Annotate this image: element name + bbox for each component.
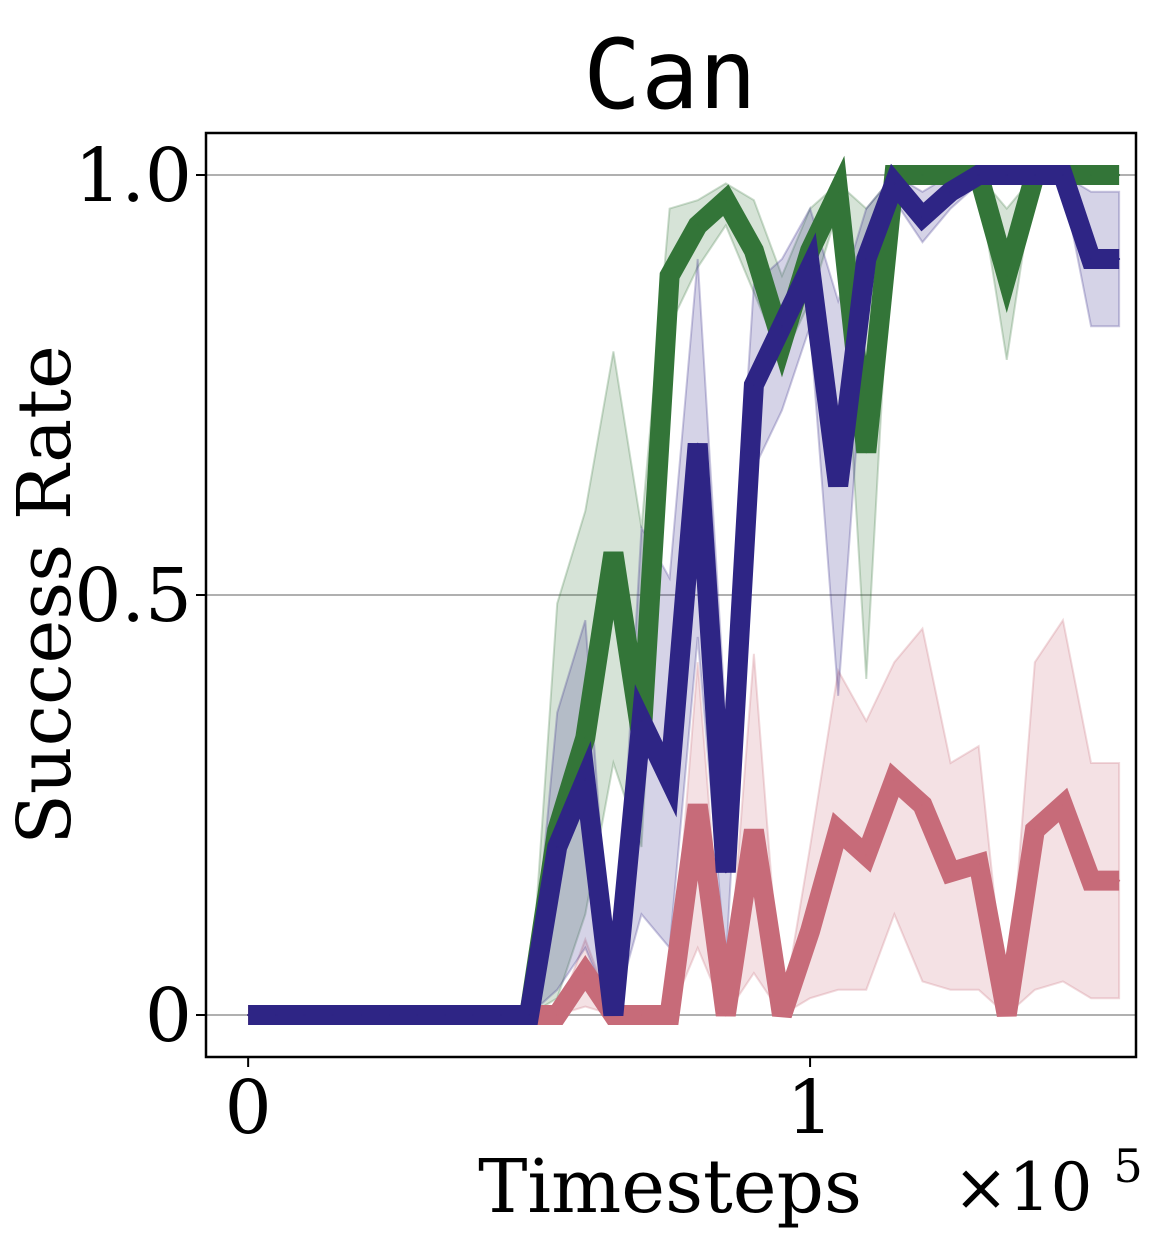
series-0-point <box>837 190 840 193</box>
series-2-line <box>248 163 1120 1025</box>
series-1-point <box>921 804 924 806</box>
series-1-point <box>1061 804 1064 806</box>
axes-frame <box>204 131 1138 1059</box>
series-0-point <box>949 174 952 176</box>
x-scale-base: ×10 <box>953 1149 1092 1226</box>
series-2-point <box>668 778 671 781</box>
series-0-point <box>921 174 924 176</box>
series-1-point <box>752 829 755 832</box>
series-1-point <box>809 930 812 932</box>
series-2-point <box>556 846 559 848</box>
series-2-point <box>809 266 812 269</box>
series-2-point <box>275 1014 278 1016</box>
series-2-point <box>612 1014 615 1016</box>
series-1-point <box>584 972 587 974</box>
x-tick-label: 0 <box>225 1065 272 1151</box>
series-2-point <box>949 190 952 193</box>
series-0-point <box>668 274 671 277</box>
series-1-point <box>1090 879 1093 882</box>
series-2-point <box>1090 258 1093 260</box>
series-2-point <box>640 720 643 722</box>
series-0-point <box>584 736 587 739</box>
series-2-point <box>359 1014 362 1016</box>
series-2-point <box>331 1014 334 1016</box>
series-2-point <box>415 1014 418 1016</box>
series-1-point <box>977 862 980 865</box>
series-2-point <box>584 778 587 781</box>
series-2-point <box>696 442 699 445</box>
x-scale-multiplier: ×10 5 <box>953 1139 1143 1226</box>
series-2-point <box>865 258 868 260</box>
series-2-point <box>752 384 755 386</box>
x-scale-exponent: 5 <box>1114 1139 1143 1193</box>
series-1-point <box>668 1014 671 1016</box>
y-axis-label: Success Rate <box>2 345 88 845</box>
series-1-point <box>640 1014 643 1016</box>
series-2-point <box>837 484 840 487</box>
series-2-point <box>1033 174 1036 176</box>
series-1-point <box>893 778 896 781</box>
series-2-point <box>528 1014 531 1016</box>
series-2-point <box>247 1014 250 1016</box>
series-2-point <box>1118 258 1121 260</box>
plot-area: 0 0.5 1.0 0 1 <box>74 131 1138 1151</box>
series-0-point <box>1090 174 1093 176</box>
series-2-point <box>780 325 783 328</box>
series-2-point <box>1005 174 1008 176</box>
series-0-point <box>1005 274 1008 277</box>
series-2-point <box>303 1014 306 1016</box>
series-2-point <box>387 1014 390 1016</box>
series-1-point <box>949 871 952 874</box>
chart-title: Can <box>583 19 756 131</box>
series-2-point <box>471 1014 474 1016</box>
series-2-point <box>724 871 727 874</box>
series-2-point <box>893 182 896 185</box>
series-0-point <box>752 249 755 252</box>
x-tick-label: 1 <box>787 1065 834 1151</box>
series-0-point <box>696 224 699 227</box>
series-1-point <box>724 1014 727 1016</box>
series-1-point <box>865 854 868 857</box>
series-1-point <box>837 829 840 832</box>
series-1-point <box>1005 1014 1008 1016</box>
series-2-point <box>443 1014 446 1016</box>
series-2-point <box>977 174 980 176</box>
series-1-point <box>1033 829 1036 832</box>
series-0-point <box>865 451 868 454</box>
x-axis-label: Timesteps <box>478 1144 862 1230</box>
series-1-point <box>780 1014 783 1016</box>
series-2-point <box>921 216 924 218</box>
y-tick-label: 1.0 <box>74 133 192 219</box>
series-2-point <box>1061 174 1064 176</box>
series-1-point <box>696 804 699 806</box>
y-tick-label: 0 <box>145 973 192 1059</box>
series-1-point <box>1118 879 1121 882</box>
y-tick-label: 0.5 <box>74 553 192 639</box>
series-1-point <box>556 1014 559 1016</box>
series-2-point <box>500 1014 503 1016</box>
series-0-point <box>1118 174 1121 176</box>
series-0-point <box>612 552 615 554</box>
series-0-point <box>724 199 727 202</box>
